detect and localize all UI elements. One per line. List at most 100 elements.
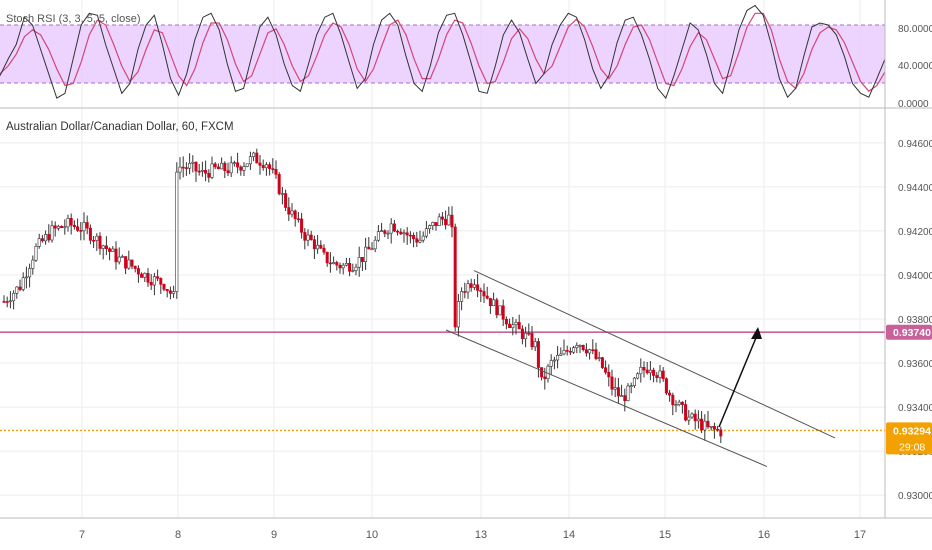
candle-body: [258, 162, 262, 166]
candle-body: [504, 318, 508, 325]
candle-body: [8, 300, 12, 303]
candle-body: [575, 345, 579, 348]
channel-upper-trendline[interactable]: [473, 270, 836, 439]
candle-body: [501, 305, 505, 320]
candle-body: [719, 429, 723, 437]
candle-body: [418, 239, 422, 243]
x-tick-label: 7: [79, 529, 85, 541]
projection-arrow[interactable]: [718, 327, 762, 428]
candle-body: [197, 170, 201, 173]
candle-body: [671, 394, 675, 406]
candle-body: [223, 162, 227, 171]
candle-body: [594, 349, 598, 359]
candle-body: [645, 369, 649, 374]
candle-body: [495, 299, 499, 316]
candle-body: [69, 218, 73, 226]
price-tick-label: 0.94600: [898, 139, 932, 150]
candle-body: [162, 283, 166, 290]
candle-body: [213, 163, 217, 168]
candle-body: [226, 170, 230, 174]
candle-body: [696, 418, 700, 422]
candle-body: [552, 359, 556, 362]
candle-body: [600, 357, 604, 368]
candle-body: [556, 354, 560, 361]
candle-body: [373, 239, 377, 250]
candle-body: [28, 268, 32, 278]
candle-body: [175, 171, 179, 292]
candle-body: [472, 284, 476, 288]
candle-body: [287, 207, 291, 215]
candle-body: [485, 295, 489, 299]
candle-body: [236, 162, 240, 168]
candle-body: [706, 420, 710, 428]
candle-body: [316, 244, 320, 250]
candle-body: [581, 344, 585, 350]
candle-body: [188, 163, 192, 169]
candle-body: [44, 234, 48, 242]
candle-body: [440, 216, 444, 220]
candle-body: [130, 259, 134, 267]
candle-body: [319, 244, 323, 249]
candle-body: [322, 247, 326, 253]
candle-body: [31, 259, 35, 269]
candle-body: [140, 273, 144, 278]
x-tick-label: 16: [758, 529, 770, 541]
candle-body: [149, 281, 153, 286]
candle-body: [2, 301, 6, 303]
candle-body: [460, 291, 464, 302]
candle-body: [60, 226, 64, 229]
candle-body: [396, 230, 400, 233]
stoch-rsi-panel: Stoch RSI (3, 3, 5, 5, close): [0, 4, 886, 100]
current-price-tag-label: 0.93294: [893, 425, 931, 437]
candle-body: [117, 256, 121, 263]
candle-body: [5, 301, 9, 303]
candle-body: [284, 193, 288, 208]
candle-body: [652, 369, 656, 376]
candle-body: [680, 401, 684, 405]
x-tick-label: 8: [175, 529, 181, 541]
candle-body: [18, 286, 22, 290]
candle-body: [95, 235, 99, 241]
candle-body: [536, 341, 540, 368]
candle-body: [604, 367, 608, 373]
candle-body: [668, 392, 672, 396]
candle-body: [376, 231, 380, 241]
candle-body: [204, 170, 208, 174]
candle-body: [108, 248, 112, 252]
candle-body: [444, 218, 448, 226]
candle-body: [114, 248, 118, 263]
x-tick-label: 15: [659, 529, 671, 541]
candle-body: [584, 349, 588, 354]
candle-body: [434, 222, 438, 226]
candle-body: [613, 387, 617, 390]
x-tick-label: 9: [271, 529, 277, 541]
stoch-k-line: [0, 4, 886, 100]
candle-body: [367, 246, 371, 250]
candle-body: [658, 370, 662, 378]
candle-body: [338, 264, 342, 269]
candle-body: [620, 395, 624, 397]
channel-lower-trendline[interactable]: [445, 329, 768, 468]
candle-body: [616, 387, 620, 397]
candle-body: [210, 163, 214, 178]
candle-body: [402, 232, 406, 235]
candle-body: [488, 298, 492, 306]
candle-body: [447, 214, 451, 226]
candle-body: [277, 174, 281, 195]
candle-body: [482, 291, 486, 297]
candle-body: [325, 251, 329, 264]
candle-body: [88, 227, 92, 241]
candle-body: [408, 234, 412, 237]
candle-body: [687, 416, 691, 421]
candle-body: [72, 224, 76, 227]
stoch-panel-label: Stoch RSI (3, 3, 5, 5, close): [6, 13, 141, 25]
candle-body: [357, 256, 361, 268]
candle-body: [264, 164, 268, 169]
candle-body: [607, 371, 611, 378]
candle-body: [146, 272, 150, 283]
candle-body: [514, 322, 518, 325]
candle-body: [165, 288, 169, 292]
resistance-tag-box: [886, 324, 932, 340]
candle-body: [168, 290, 172, 294]
